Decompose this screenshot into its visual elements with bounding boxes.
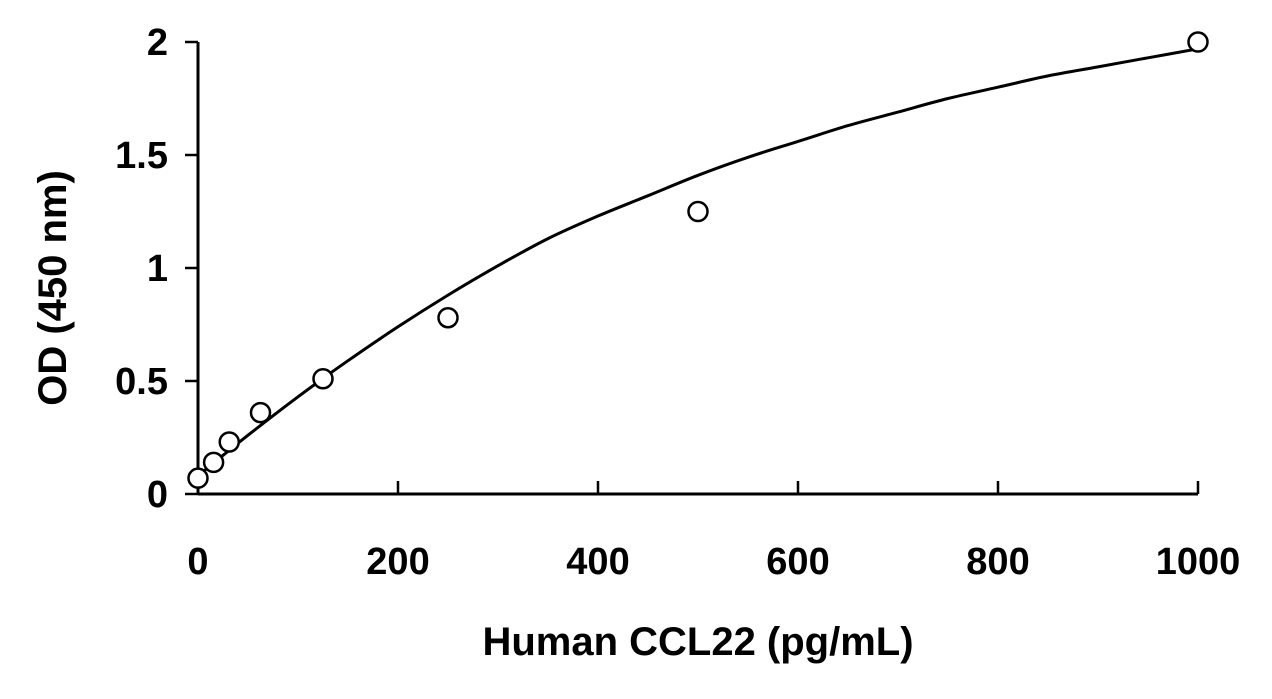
data-point [1187, 31, 1209, 53]
y-tick-label: 0.5 [115, 361, 168, 403]
x-tick-label: 600 [766, 541, 829, 583]
x-tick-label: 200 [366, 541, 429, 583]
data-point [202, 451, 225, 474]
y-tick-label: 2 [147, 22, 168, 64]
x-tick-label: 800 [966, 541, 1029, 583]
data-point [437, 306, 459, 329]
x-tick-label: 1000 [1156, 541, 1241, 583]
data-point [687, 200, 709, 223]
plot-area: 0 0.5 1 1.5 2 0 200 400 600 800 1000 [115, 22, 1240, 583]
y-axis-title: OD (450 nm) [31, 170, 75, 406]
data-point [218, 431, 240, 453]
fit-curve [197, 47, 1199, 478]
x-tick-label: 400 [566, 541, 629, 583]
x-axis-title: Human CCL22 (pg/mL) [482, 620, 913, 664]
y-tick-label: 0 [147, 474, 168, 516]
x-axis-ticks: 0 200 400 600 800 1000 [187, 481, 1240, 583]
y-tick-label: 1 [147, 248, 168, 290]
x-tick-label: 0 [187, 541, 208, 583]
data-point [312, 367, 334, 390]
data-points [187, 31, 1209, 489]
y-axis-ticks: 0 0.5 1 1.5 2 [115, 22, 198, 516]
y-tick-label: 1.5 [115, 135, 168, 177]
data-point [187, 467, 209, 489]
data-point [249, 401, 272, 424]
